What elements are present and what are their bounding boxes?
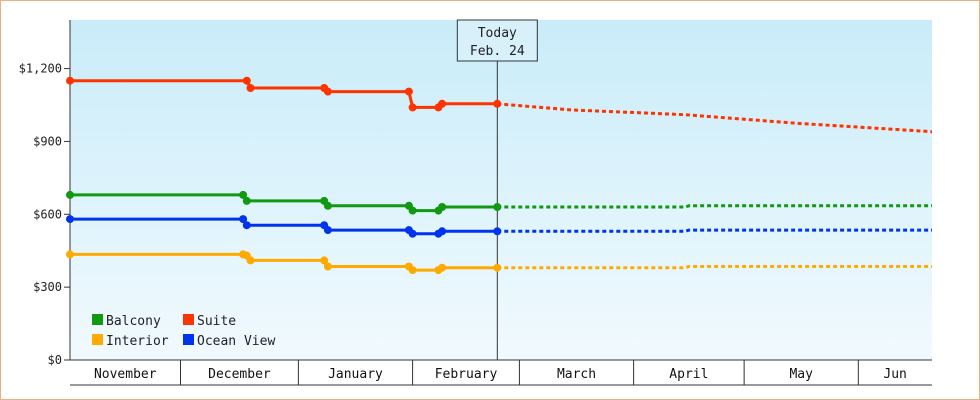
data-point [323,201,332,210]
data-point [323,226,332,235]
data-point [404,87,413,96]
data-point [323,87,332,96]
y-tick-label: $900 [33,134,62,148]
data-point [493,99,502,108]
y-tick-label: $300 [33,280,62,294]
data-point [493,263,502,272]
month-label: April [669,367,708,382]
series-balcony-projected-line [497,204,932,209]
series-interior [66,250,932,275]
data-point [408,266,417,275]
month-label: Jun [883,367,906,382]
today-date: Feb. 24 [470,44,525,59]
data-point [66,250,74,259]
legend-label-suite: Suite [197,314,236,329]
data-point [438,203,447,211]
data-point [66,190,74,199]
data-point [408,229,417,238]
data-point [493,203,502,211]
y-axis: $0 $300 $600 $900 $1,200 [19,20,71,367]
series-ocean-view [66,215,932,238]
data-point [246,84,255,92]
data-point [242,196,251,205]
y-tick-label: $0 [48,353,62,367]
today-label: Today [478,26,517,41]
data-point [246,256,255,265]
series-balcony [66,190,932,215]
today-box [456,19,538,62]
data-point [66,76,74,85]
data-point [438,99,447,108]
data-point [239,190,248,199]
legend-swatch-suite [183,314,194,325]
legend-label-balcony: Balcony [106,314,161,329]
today-marker: Today Feb. 24 [456,19,538,360]
data-point [438,227,447,236]
legend: Balcony Suite Interior Ocean View [92,314,275,349]
legend-label-ocean-view: Ocean View [197,334,275,349]
data-point [493,227,502,236]
series-interior-projected-line [497,265,932,270]
month-label: March [557,367,596,382]
data-point [408,206,417,215]
data-point [438,263,447,272]
month-label: February [435,367,498,382]
legend-swatch-balcony [92,314,103,325]
legend-swatch-interior [92,334,103,345]
month-label: May [789,367,813,382]
x-axis: November December January February March Apri… [70,359,932,386]
y-tick-label: $1,200 [19,62,62,76]
month-label: December [208,367,271,382]
data-point [320,256,329,265]
y-tick-label: $600 [33,207,62,221]
series-suite-projected-line [497,102,933,134]
month-label: January [328,367,383,382]
series-suite [66,76,933,134]
data-point [66,215,74,224]
data-point [239,215,248,224]
series-layer [66,76,933,275]
legend-label-interior: Interior [106,334,169,349]
series-ocean-view-projected-line [497,228,932,233]
month-label: November [94,367,157,382]
data-point [242,76,251,85]
data-point [408,103,417,112]
legend-swatch-ocean-view [183,334,194,345]
data-point [323,262,332,271]
data-point [242,221,251,230]
plot-area [70,20,932,360]
